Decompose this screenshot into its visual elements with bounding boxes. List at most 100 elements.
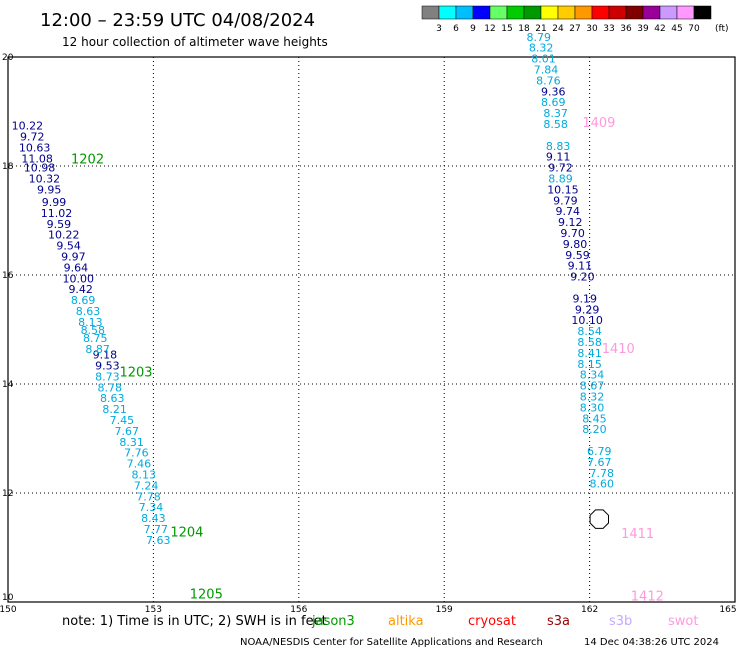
credit-line: NOAA/NESDIS Center for Satellite Applica… <box>240 637 543 648</box>
wave-height-point: 8.20 <box>582 423 607 436</box>
satellite-name: jason3 <box>311 614 355 629</box>
wave-height-point: 8.21 <box>102 403 127 416</box>
y-tick-label: 10 <box>2 593 14 603</box>
wave-height-point: 8.69 <box>71 294 96 307</box>
wave-height-point: 9.53 <box>95 359 120 372</box>
wave-height-point: 8.79 <box>526 31 551 44</box>
wave-height-point: 8.67 <box>580 380 605 393</box>
track-time-label: 1411 <box>621 527 654 542</box>
wave-height-point: 7.46 <box>127 458 152 471</box>
y-tick-label: 14 <box>2 380 14 390</box>
wave-height-point: 8.30 <box>580 401 605 414</box>
wave-height-point: 8.89 <box>548 173 573 186</box>
colorbar-tick-label: 30 <box>586 24 598 34</box>
colorbar-tick-label: 33 <box>603 24 614 34</box>
colorbar-swatch <box>438 5 457 20</box>
data-points: 10.229.7210.6311.0810.9810.329.959.9911.… <box>12 31 614 547</box>
wave-height-point: 8.32 <box>529 42 554 55</box>
satellite-name: s3a <box>547 614 570 629</box>
plot-grid <box>7 56 736 603</box>
wave-height-point: 8.78 <box>98 381 123 394</box>
wave-height-point: 9.99 <box>42 196 67 209</box>
colorbar-swatch <box>676 5 695 20</box>
wave-height-point: 7.78 <box>589 467 614 480</box>
wave-height-point: 10.22 <box>48 229 80 242</box>
wave-height-point: 10.32 <box>29 173 61 186</box>
colorbar-swatch <box>472 5 491 20</box>
colorbar-swatch <box>608 5 627 20</box>
wave-height-point: 9.64 <box>64 261 89 274</box>
wave-height-point: 8.41 <box>577 347 602 360</box>
y-tick-label: 12 <box>2 489 13 499</box>
colorbar-swatch <box>523 5 542 20</box>
wave-height-point: 8.60 <box>589 478 614 491</box>
wave-height-point: 7.34 <box>139 501 164 514</box>
colorbar-tick-label: 9 <box>470 24 476 34</box>
wave-height-point: 8.43 <box>141 512 166 525</box>
y-tick-label: 18 <box>2 162 14 172</box>
wave-height-point: 7.67 <box>114 425 139 438</box>
y-tick-label: 16 <box>2 271 14 281</box>
colorbar-tick-label: 12 <box>484 24 495 34</box>
wave-height-point: 8.31 <box>119 436 144 449</box>
plot-frame <box>7 56 736 603</box>
colorbar-tick-label: 18 <box>518 24 530 34</box>
wave-height-point: 9.20 <box>570 271 595 284</box>
colorbar-tick-label: 42 <box>654 24 665 34</box>
track-time-label: 1203 <box>119 365 152 380</box>
wave-height-point: 8.15 <box>577 358 602 371</box>
y-tick-label: 20 <box>2 53 14 63</box>
wave-height-point: 8.58 <box>543 118 568 131</box>
satellite-name: swot <box>668 614 698 629</box>
wave-height-point: 9.70 <box>560 227 585 240</box>
wave-height-point: 9.12 <box>558 216 583 229</box>
wave-height-point: 9.59 <box>47 218 72 231</box>
satellite-legend: jason3 altika cryosat s3a s3b swot <box>311 614 698 629</box>
wave-height-point: 9.74 <box>556 205 581 218</box>
satellite-name: cryosat <box>468 614 516 629</box>
wave-height-point: 8.32 <box>580 391 605 404</box>
wave-height-point: 7.24 <box>134 479 159 492</box>
axis-tick-labels: 150 153 156 159 162 165 10 12 14 16 18 20 <box>0 53 737 615</box>
satellite-name: s3b <box>609 614 632 629</box>
wave-height-point: 7.67 <box>587 456 612 469</box>
colorbar-swatch <box>506 5 525 20</box>
wave-height-point: 9.97 <box>61 250 86 263</box>
wave-height-point: 11.02 <box>41 207 73 220</box>
wave-height-point: 8.75 <box>83 332 108 345</box>
wave-height-point: 9.95 <box>37 183 62 196</box>
wave-height-point: 8.13 <box>78 316 103 329</box>
chart-title: 12:00 – 23:59 UTC 04/08/2024 <box>40 10 315 31</box>
wave-height-point: 8.45 <box>582 412 607 425</box>
x-tick-label: 159 <box>436 605 453 615</box>
colorbar-tick-label: 27 <box>569 24 580 34</box>
chart-subtitle: 12 hour collection of altimeter wave hei… <box>62 35 328 49</box>
wave-height-point: 8.83 <box>546 140 571 153</box>
track-time-label: 1409 <box>582 116 615 131</box>
x-tick-label: 165 <box>719 605 736 615</box>
wave-height-point: 11.08 <box>21 152 53 165</box>
colorbar-tick-label: 21 <box>535 24 546 34</box>
wave-height-point: 9.11 <box>546 151 571 164</box>
wave-height-point: 8.37 <box>543 107 568 120</box>
track-time-label: 1202 <box>71 152 104 167</box>
wave-height-point: 10.22 <box>12 120 44 133</box>
colorbar-swatch <box>489 5 508 20</box>
colorbar-tick-label: 6 <box>453 24 459 34</box>
colorbar-swatch <box>591 5 610 20</box>
colorbar-tick-label: 45 <box>671 24 682 34</box>
wave-height-point: 10.10 <box>571 314 603 327</box>
colorbar-swatch <box>455 5 474 20</box>
track-time-label: 1205 <box>190 587 223 602</box>
x-tick-label: 150 <box>0 605 17 615</box>
wave-height-point: 7.76 <box>124 447 149 460</box>
wave-height-point: 9.19 <box>573 292 598 305</box>
buoy-marker <box>589 509 609 529</box>
x-tick-label: 162 <box>581 605 598 615</box>
wave-height-point: 8.01 <box>531 53 556 66</box>
wave-height-point: 9.59 <box>565 249 590 262</box>
wave-height-point: 7.78 <box>136 490 161 503</box>
wave-height-point: 6.79 <box>587 445 612 458</box>
colorbar-swatch <box>557 5 576 20</box>
